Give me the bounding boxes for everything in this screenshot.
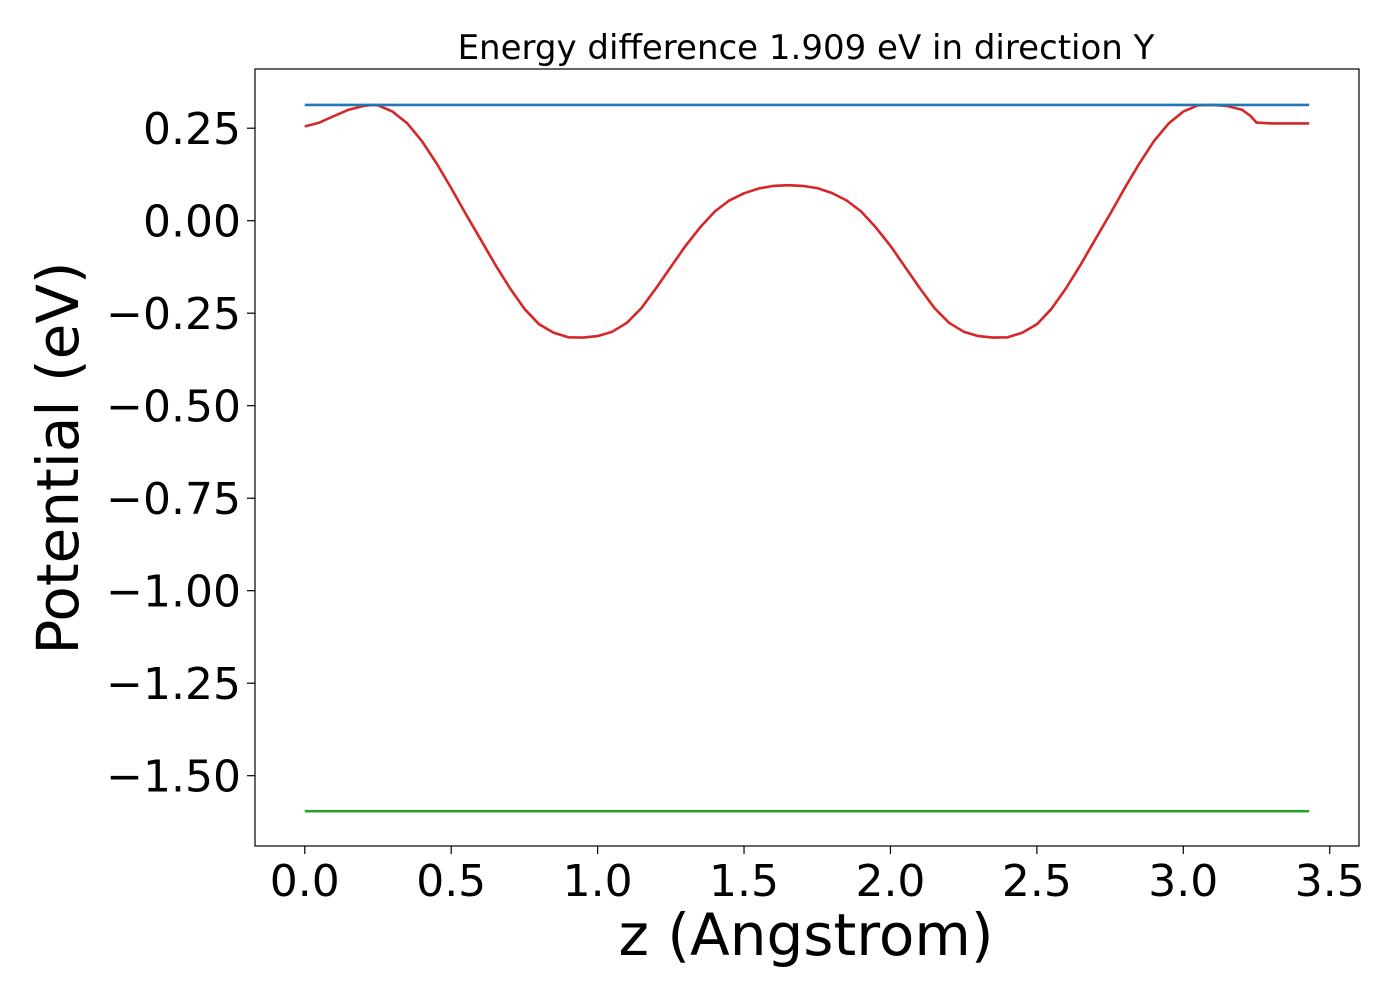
y-axis: 0.25 0.00 −0.25 −0.50 −0.75 −1.00 −1.25 −1.50 <box>106 104 255 803</box>
plot-frame <box>254 68 1360 847</box>
y-tick-label: −1.25 <box>106 659 241 710</box>
x-tick-label: 1.5 <box>709 856 779 907</box>
y-axis-label: Potential (eV) <box>24 261 92 654</box>
x-tick-label: 0.0 <box>270 856 340 907</box>
y-tick-label: −0.25 <box>106 289 241 340</box>
x-tick-label: 2.5 <box>1002 856 1072 907</box>
x-tick-label: 3.5 <box>1295 856 1365 907</box>
y-tick-label: 0.00 <box>143 197 241 248</box>
y-tick-label: −0.75 <box>106 474 241 525</box>
x-tick-label: 3.0 <box>1148 856 1218 907</box>
x-tick-label: 0.5 <box>416 856 486 907</box>
y-tick-label: −1.00 <box>106 567 241 618</box>
x-tick-label: 1.0 <box>563 856 633 907</box>
series-layer <box>304 103 1310 813</box>
series-line-0 <box>304 103 1310 339</box>
x-tick-label: 2.0 <box>855 856 925 907</box>
y-tick-label: −0.50 <box>106 382 241 433</box>
chart-title: Energy difference 1.909 eV in direction … <box>458 28 1155 68</box>
plot-area <box>254 68 1360 847</box>
x-axis: 0.0 0.5 1.0 1.5 2.0 2.5 3.0 3.5 <box>270 846 1365 907</box>
x-axis-label: z (Angstrom) <box>619 901 994 969</box>
y-tick-label: 0.25 <box>143 104 241 155</box>
y-tick-label: −1.50 <box>106 752 241 803</box>
